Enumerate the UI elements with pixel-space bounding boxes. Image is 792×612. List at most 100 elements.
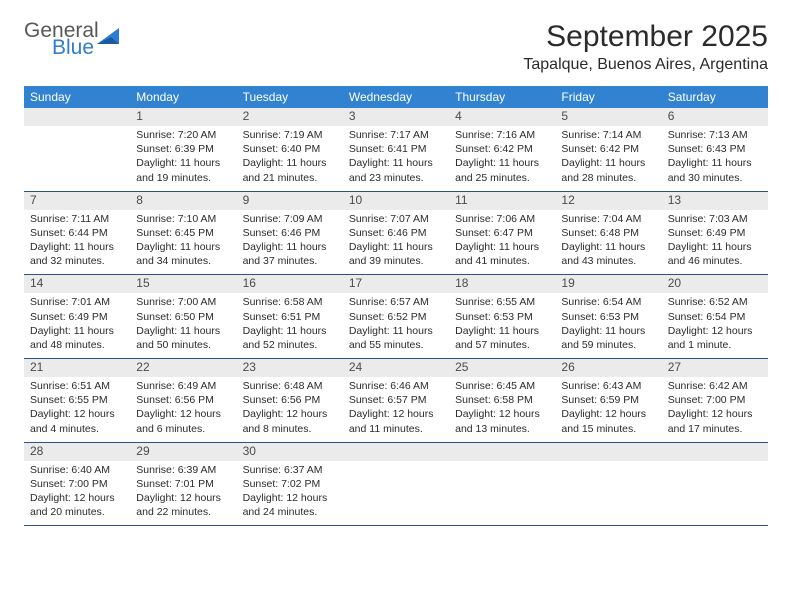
day-content: Sunrise: 7:01 AMSunset: 6:49 PMDaylight:… (24, 293, 130, 358)
sunrise-text: Sunrise: 7:16 AM (455, 128, 549, 142)
sunset-text: Sunset: 7:02 PM (243, 477, 337, 491)
day-number: 29 (130, 443, 236, 461)
calendar-day-cell: 15Sunrise: 7:00 AMSunset: 6:50 PMDayligh… (130, 275, 236, 359)
day-content: Sunrise: 7:19 AMSunset: 6:40 PMDaylight:… (237, 126, 343, 191)
calendar-table: SundayMondayTuesdayWednesdayThursdayFrid… (24, 86, 768, 526)
day-number: 11 (449, 192, 555, 210)
day-number: 5 (555, 108, 661, 126)
calendar-day-cell: 6Sunrise: 7:13 AMSunset: 6:43 PMDaylight… (662, 108, 768, 191)
day-number (449, 443, 555, 461)
daylight-text: Daylight: 11 hours and 25 minutes. (455, 156, 549, 184)
daylight-text: Daylight: 11 hours and 48 minutes. (30, 324, 124, 352)
daylight-text: Daylight: 12 hours and 8 minutes. (243, 407, 337, 435)
calendar-day-cell: 13Sunrise: 7:03 AMSunset: 6:49 PMDayligh… (662, 191, 768, 275)
calendar-day-cell: 14Sunrise: 7:01 AMSunset: 6:49 PMDayligh… (24, 275, 130, 359)
daylight-text: Daylight: 12 hours and 22 minutes. (136, 491, 230, 519)
day-number: 8 (130, 192, 236, 210)
daylight-text: Daylight: 12 hours and 17 minutes. (668, 407, 762, 435)
calendar-day-cell: 1Sunrise: 7:20 AMSunset: 6:39 PMDaylight… (130, 108, 236, 191)
sunset-text: Sunset: 6:47 PM (455, 226, 549, 240)
day-number: 22 (130, 359, 236, 377)
day-content: Sunrise: 7:13 AMSunset: 6:43 PMDaylight:… (662, 126, 768, 191)
sunrise-text: Sunrise: 6:42 AM (668, 379, 762, 393)
daylight-text: Daylight: 12 hours and 4 minutes. (30, 407, 124, 435)
month-title: September 2025 (523, 20, 768, 54)
day-number (662, 443, 768, 461)
sunrise-text: Sunrise: 6:57 AM (349, 295, 443, 309)
day-number: 7 (24, 192, 130, 210)
calendar-week-row: 28Sunrise: 6:40 AMSunset: 7:00 PMDayligh… (24, 442, 768, 526)
day-content: Sunrise: 7:17 AMSunset: 6:41 PMDaylight:… (343, 126, 449, 191)
daylight-text: Daylight: 11 hours and 28 minutes. (561, 156, 655, 184)
logo: General Blue (24, 20, 123, 58)
sunset-text: Sunset: 6:45 PM (136, 226, 230, 240)
day-number (24, 108, 130, 126)
daylight-text: Daylight: 11 hours and 57 minutes. (455, 324, 549, 352)
sunrise-text: Sunrise: 7:19 AM (243, 128, 337, 142)
sunrise-text: Sunrise: 7:01 AM (30, 295, 124, 309)
sunrise-text: Sunrise: 7:00 AM (136, 295, 230, 309)
daylight-text: Daylight: 12 hours and 1 minute. (668, 324, 762, 352)
calendar-day-cell: 9Sunrise: 7:09 AMSunset: 6:46 PMDaylight… (237, 191, 343, 275)
day-content: Sunrise: 6:46 AMSunset: 6:57 PMDaylight:… (343, 377, 449, 442)
calendar-week-row: 21Sunrise: 6:51 AMSunset: 6:55 PMDayligh… (24, 359, 768, 443)
calendar-day-cell: 22Sunrise: 6:49 AMSunset: 6:56 PMDayligh… (130, 359, 236, 443)
daylight-text: Daylight: 11 hours and 43 minutes. (561, 240, 655, 268)
sunset-text: Sunset: 6:50 PM (136, 310, 230, 324)
day-number: 28 (24, 443, 130, 461)
location: Tapalque, Buenos Aires, Argentina (523, 56, 768, 74)
day-content: Sunrise: 6:52 AMSunset: 6:54 PMDaylight:… (662, 293, 768, 358)
sunrise-text: Sunrise: 7:14 AM (561, 128, 655, 142)
daylight-text: Daylight: 11 hours and 32 minutes. (30, 240, 124, 268)
day-number: 26 (555, 359, 661, 377)
daylight-text: Daylight: 11 hours and 46 minutes. (668, 240, 762, 268)
sunset-text: Sunset: 6:59 PM (561, 393, 655, 407)
day-number: 15 (130, 275, 236, 293)
daylight-text: Daylight: 11 hours and 37 minutes. (243, 240, 337, 268)
sunrise-text: Sunrise: 6:39 AM (136, 463, 230, 477)
sunrise-text: Sunrise: 7:11 AM (30, 212, 124, 226)
day-content (343, 461, 449, 517)
day-number: 25 (449, 359, 555, 377)
sunrise-text: Sunrise: 6:51 AM (30, 379, 124, 393)
day-number: 20 (662, 275, 768, 293)
sunset-text: Sunset: 6:46 PM (243, 226, 337, 240)
sunset-text: Sunset: 6:46 PM (349, 226, 443, 240)
sunrise-text: Sunrise: 6:43 AM (561, 379, 655, 393)
day-number: 9 (237, 192, 343, 210)
daylight-text: Daylight: 12 hours and 24 minutes. (243, 491, 337, 519)
day-content: Sunrise: 6:51 AMSunset: 6:55 PMDaylight:… (24, 377, 130, 442)
day-number: 18 (449, 275, 555, 293)
day-number (343, 443, 449, 461)
day-content: Sunrise: 7:00 AMSunset: 6:50 PMDaylight:… (130, 293, 236, 358)
day-of-week-header: Thursday (449, 86, 555, 108)
calendar-day-cell: 3Sunrise: 7:17 AMSunset: 6:41 PMDaylight… (343, 108, 449, 191)
sunset-text: Sunset: 6:40 PM (243, 142, 337, 156)
sunrise-text: Sunrise: 7:07 AM (349, 212, 443, 226)
calendar-day-cell: 19Sunrise: 6:54 AMSunset: 6:53 PMDayligh… (555, 275, 661, 359)
sunrise-text: Sunrise: 6:45 AM (455, 379, 549, 393)
day-content (449, 461, 555, 517)
calendar-day-cell: 2Sunrise: 7:19 AMSunset: 6:40 PMDaylight… (237, 108, 343, 191)
daylight-text: Daylight: 11 hours and 39 minutes. (349, 240, 443, 268)
sunset-text: Sunset: 6:55 PM (30, 393, 124, 407)
calendar-day-cell (662, 442, 768, 526)
sunset-text: Sunset: 7:00 PM (668, 393, 762, 407)
day-content (24, 126, 130, 182)
day-of-week-header: Friday (555, 86, 661, 108)
calendar-day-cell: 8Sunrise: 7:10 AMSunset: 6:45 PMDaylight… (130, 191, 236, 275)
logo-text: General Blue (24, 20, 99, 58)
day-number: 6 (662, 108, 768, 126)
day-content: Sunrise: 7:09 AMSunset: 6:46 PMDaylight:… (237, 210, 343, 275)
calendar-day-cell: 11Sunrise: 7:06 AMSunset: 6:47 PMDayligh… (449, 191, 555, 275)
day-number: 1 (130, 108, 236, 126)
day-number: 16 (237, 275, 343, 293)
day-content: Sunrise: 6:57 AMSunset: 6:52 PMDaylight:… (343, 293, 449, 358)
sunset-text: Sunset: 7:01 PM (136, 477, 230, 491)
day-number: 21 (24, 359, 130, 377)
calendar-day-cell: 10Sunrise: 7:07 AMSunset: 6:46 PMDayligh… (343, 191, 449, 275)
calendar-day-cell: 16Sunrise: 6:58 AMSunset: 6:51 PMDayligh… (237, 275, 343, 359)
calendar-day-cell: 12Sunrise: 7:04 AMSunset: 6:48 PMDayligh… (555, 191, 661, 275)
day-content: Sunrise: 7:07 AMSunset: 6:46 PMDaylight:… (343, 210, 449, 275)
sunset-text: Sunset: 6:49 PM (668, 226, 762, 240)
